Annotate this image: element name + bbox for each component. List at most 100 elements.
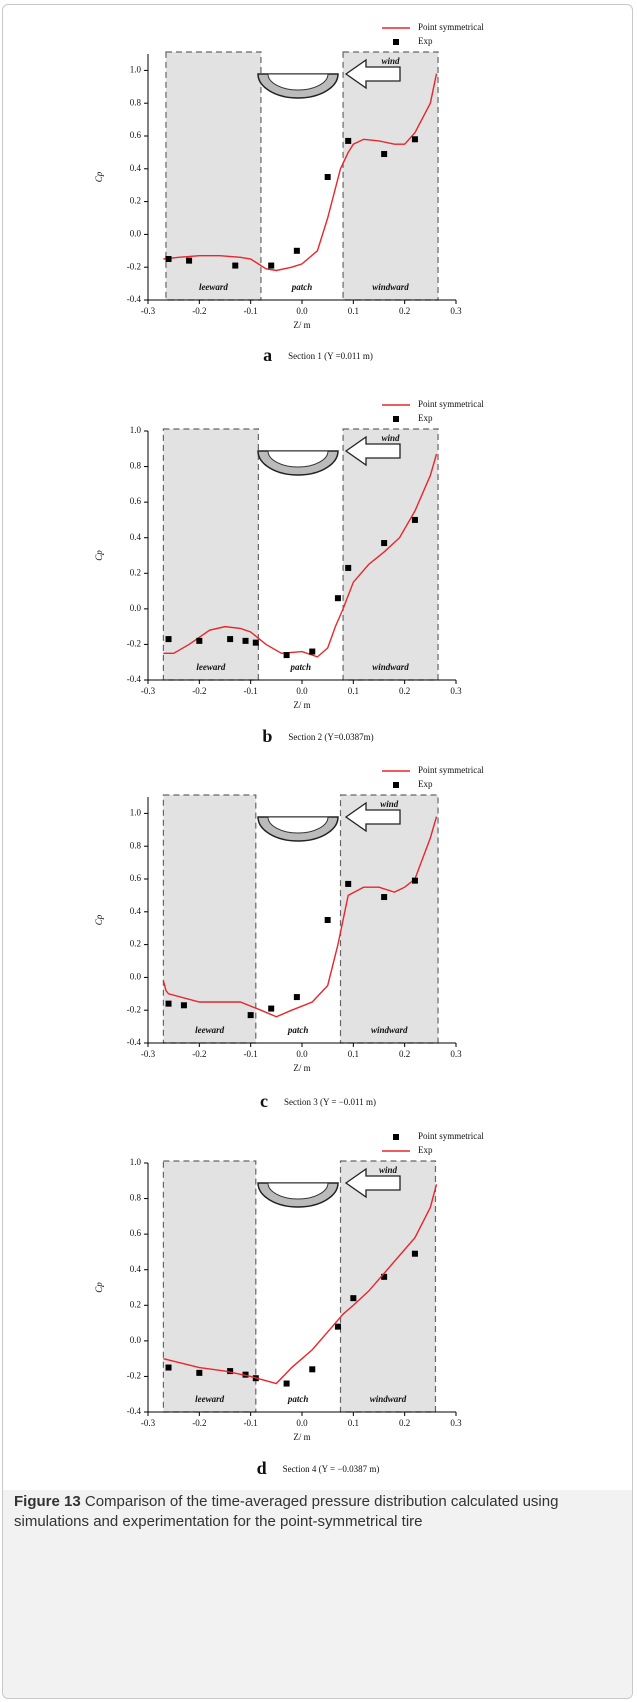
data-point [309,649,315,655]
y-tick-label: 1.0 [130,64,142,74]
y-tick-label: 0.0 [130,228,142,238]
data-point [309,1366,315,1372]
x-axis-title: Z/ m [293,700,310,710]
x-tick-label: 0.3 [450,686,462,696]
data-point [335,595,341,601]
x-tick-label: 0.0 [296,1418,308,1428]
panel-caption-text: Section 1 (Y =0.011 m) [288,351,373,361]
x-axis-title: Z/ m [293,1063,310,1073]
region [341,1161,436,1412]
y-tick-label: 0.8 [130,1193,142,1203]
data-point [284,652,290,658]
region-label: leeward [199,282,228,292]
panel-caption: a Section 1 (Y =0.011 m) [263,345,373,365]
legend-label: Exp [418,36,433,46]
y-tick-label: 1.0 [130,1157,142,1167]
y-tick-label: -0.4 [127,674,142,684]
data-point [294,994,300,1000]
legend-label: Exp [418,413,433,423]
legend-label: Point symmetrical [418,1131,484,1141]
x-tick-label: 0.3 [450,306,462,316]
legend-marker [393,39,399,45]
data-point [412,878,418,884]
x-tick-label: 0.1 [348,1049,359,1059]
x-tick-label: -0.1 [244,306,258,316]
annotation: wind [382,433,401,443]
y-tick-label: 0.8 [130,461,142,471]
x-tick-label: 0.0 [296,1049,308,1059]
legend-label: Point symmetrical [418,399,484,409]
y-axis-title: Cp [94,550,104,561]
y-tick-label: 0.4 [130,163,142,173]
figure-caption-text: Comparison of the time-averaged pressure… [14,1493,558,1530]
x-tick-label: -0.1 [244,1418,258,1428]
x-tick-label: 0.3 [450,1418,462,1428]
x-tick-label: 0.0 [296,686,308,696]
y-tick-label: 1.0 [130,807,142,817]
x-tick-label: -0.2 [192,306,206,316]
y-tick-label: 0.8 [130,840,142,850]
panel-caption: dSection 4 (Y = −0.0387 m) [257,1458,380,1478]
y-tick-label: 0.6 [130,873,142,883]
y-tick-label: 1.0 [130,425,142,435]
region-label: patch [291,282,313,292]
data-point [232,263,238,269]
panel-caption-text: Section 3 (Y = −0.011 m) [284,1097,376,1107]
x-tick-label: -0.2 [192,686,206,696]
panel-letter: a [263,345,272,365]
x-tick-label: 0.1 [348,1418,359,1428]
data-point [284,1381,290,1387]
region-label: windward [372,282,409,292]
data-point [345,881,351,887]
data-point [325,174,331,180]
data-point [166,1001,172,1007]
x-tick-label: -0.1 [244,1049,258,1059]
legend-marker [393,1134,399,1140]
x-tick-label: 0.2 [399,686,410,696]
legend-marker [393,416,399,422]
x-tick-label: 0.0 [296,306,308,316]
panel-caption-text: Section 2 (Y=0.0387m) [288,732,373,742]
x-tick-label: -0.3 [141,1418,156,1428]
y-tick-label: 0.0 [130,971,142,981]
y-tick-label: 0.6 [130,130,142,140]
region-label: windward [370,1394,407,1404]
x-tick-label: 0.1 [348,306,359,316]
x-tick-label: 0.3 [450,1049,462,1059]
annotation: wind [379,1165,398,1175]
page: {"chart_data": [ {"type": "line", "xlim"… [0,0,637,1702]
region-label: patch [287,1025,309,1035]
region [163,795,255,1043]
y-tick-label: 0.4 [130,532,142,542]
legend-label: Exp [418,779,433,789]
x-tick-label: -0.1 [244,686,258,696]
y-tick-label: 0.2 [130,196,141,206]
y-axis-title: Cp [94,914,104,925]
y-axis-title: Cp [94,171,104,182]
y-tick-label: -0.2 [127,638,141,648]
data-point [166,256,172,262]
data-point [253,640,259,646]
x-tick-label: -0.3 [141,306,156,316]
x-tick-label: -0.3 [141,686,156,696]
legend-label: Point symmetrical [418,765,484,775]
x-tick-label: -0.3 [141,1049,156,1059]
panel-letter: b [262,726,272,746]
x-axis-title: Z/ m [293,320,310,330]
data-point [248,1012,254,1018]
data-point [412,136,418,142]
legend-label: Exp [418,1145,433,1155]
x-tick-label: 0.2 [399,306,410,316]
region-label: leeward [195,1025,224,1035]
data-point [166,1365,172,1371]
data-point [181,1002,187,1008]
region [343,429,438,680]
annotation: wind [380,799,399,809]
data-point [345,138,351,144]
data-point [196,1370,202,1376]
x-tick-label: 0.2 [399,1418,410,1428]
y-tick-label: 0.2 [130,567,141,577]
data-point [268,263,274,269]
figure: leeward patch windward wind -0.4 -0.2 0.0 0.2 0.… [0,0,637,1485]
